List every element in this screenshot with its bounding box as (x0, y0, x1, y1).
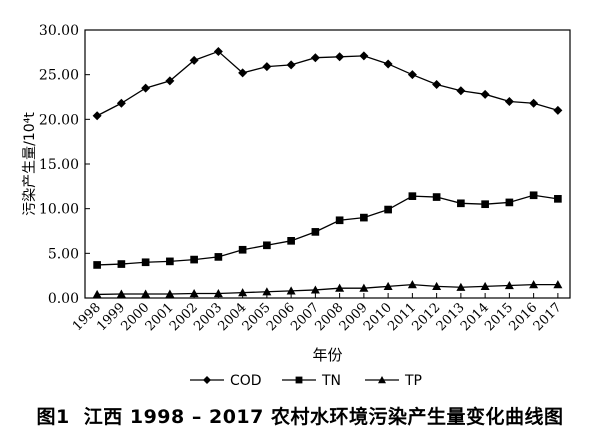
series-tn-point (214, 253, 223, 261)
series-cod-point (553, 105, 563, 115)
y-tick-label: 20.00 (39, 112, 79, 128)
series-tn-point (457, 199, 465, 208)
series-tp-point (335, 283, 345, 292)
figure-caption-text: 江西 1998 – 2017 农村水环境污染产生量变化曲线图 (83, 406, 564, 428)
legend-marker-tp (378, 376, 386, 384)
legend-label-tp: TP (404, 373, 422, 389)
series-cod-point (432, 79, 442, 89)
series-tn-point (311, 228, 320, 236)
legend-label-cod: COD (230, 373, 262, 389)
series-tn-line (97, 194, 558, 266)
series-tp-point (165, 289, 175, 298)
series-tn-point (263, 241, 271, 250)
series-tp-point (432, 281, 442, 290)
series-cod-point (456, 86, 466, 96)
series-tn-point (117, 260, 126, 268)
legend-label-tn: TN (321, 373, 341, 389)
series-tn-point (432, 193, 441, 201)
x-tick-label: 2017 (531, 300, 565, 334)
series-tn-point (481, 200, 489, 209)
series-cod-point (286, 60, 296, 70)
series-tp-point (480, 281, 490, 290)
series-tp-point (407, 280, 417, 289)
figure-number: 图1 (36, 406, 70, 428)
legend-marker-tn (295, 376, 303, 384)
series-cod-point (238, 68, 248, 78)
legend-item-tp: TP (365, 373, 422, 389)
series-cod-point (213, 46, 223, 56)
series-tn-point (93, 261, 101, 269)
plot-area: 0.005.0010.0015.0020.0025.0030.001998199… (22, 23, 571, 364)
series-tn-point (360, 213, 368, 222)
plot-frame (84, 29, 571, 299)
series-tn-point (166, 257, 174, 266)
series-tp-line (97, 283, 558, 296)
series-tp-point (92, 289, 102, 299)
y-axis-label: 污染产生量/10⁴t (22, 112, 38, 216)
y-tick-label: 25.00 (39, 68, 79, 84)
series-tp-point (238, 288, 248, 297)
series-tp (92, 280, 563, 299)
series-tp-point (116, 289, 126, 298)
series-cod-point (262, 62, 272, 72)
series-cod-line (96, 50, 559, 117)
line-chart: 0.005.0010.0015.0020.0025.0030.001998199… (22, 23, 571, 389)
series-cod-point (359, 51, 369, 61)
legend-marker-cod (203, 376, 211, 384)
x-axis-label: 年份 (312, 346, 342, 364)
series-tn-point (141, 258, 150, 267)
series-cod-point (310, 53, 320, 63)
series-cod-point (141, 83, 151, 93)
series-tp-point (213, 289, 223, 298)
y-tick-label: 30.00 (39, 23, 79, 39)
series-tp-point (504, 280, 514, 290)
legend-item-tn: TN (282, 373, 341, 389)
series-tp-point (262, 287, 272, 296)
series-cod-point (504, 96, 514, 106)
series-cod-point (116, 98, 126, 108)
series-tp-point (456, 282, 466, 291)
series-tn-point (238, 245, 247, 254)
series-tn (93, 191, 562, 269)
legend-item-cod: COD (190, 373, 262, 389)
series-tn-point (408, 192, 417, 200)
series-tp-point (189, 289, 199, 298)
y-tick-label: 15.00 (39, 157, 79, 173)
series-cod-point (165, 76, 175, 86)
y-tick-label: 5.00 (48, 246, 79, 262)
y-tick-label: 0.00 (48, 291, 79, 307)
series-cod-point (383, 59, 393, 69)
series-tn-point (190, 255, 198, 264)
series-tp-point (286, 286, 296, 295)
legend: COD TN TP (190, 373, 422, 389)
series-layer (92, 46, 563, 299)
series-tp-point (383, 281, 393, 290)
series-cod-point (407, 70, 417, 80)
figure-caption: 图1 江西 1998 – 2017 农村水环境污染产生量变化曲线图 (0, 402, 600, 429)
series-tp-point (359, 283, 369, 292)
series-cod-point (529, 98, 539, 108)
series-tn-point (505, 198, 514, 207)
y-tick-label: 10.00 (39, 202, 79, 218)
series-cod (92, 46, 563, 121)
series-tp-point (553, 280, 563, 289)
series-tn-point (287, 237, 295, 245)
series-cod-point (92, 111, 102, 121)
series-tp-point (141, 289, 151, 298)
series-tn-point (554, 195, 562, 203)
series-tp-point (529, 280, 539, 289)
series-cod-point (189, 55, 199, 65)
series-cod-point (480, 89, 490, 99)
series-tn-point (335, 216, 344, 225)
series-tn-point (384, 205, 392, 214)
series-tn-point (529, 191, 538, 200)
series-cod-point (335, 52, 345, 62)
series-tp-point (310, 285, 320, 294)
